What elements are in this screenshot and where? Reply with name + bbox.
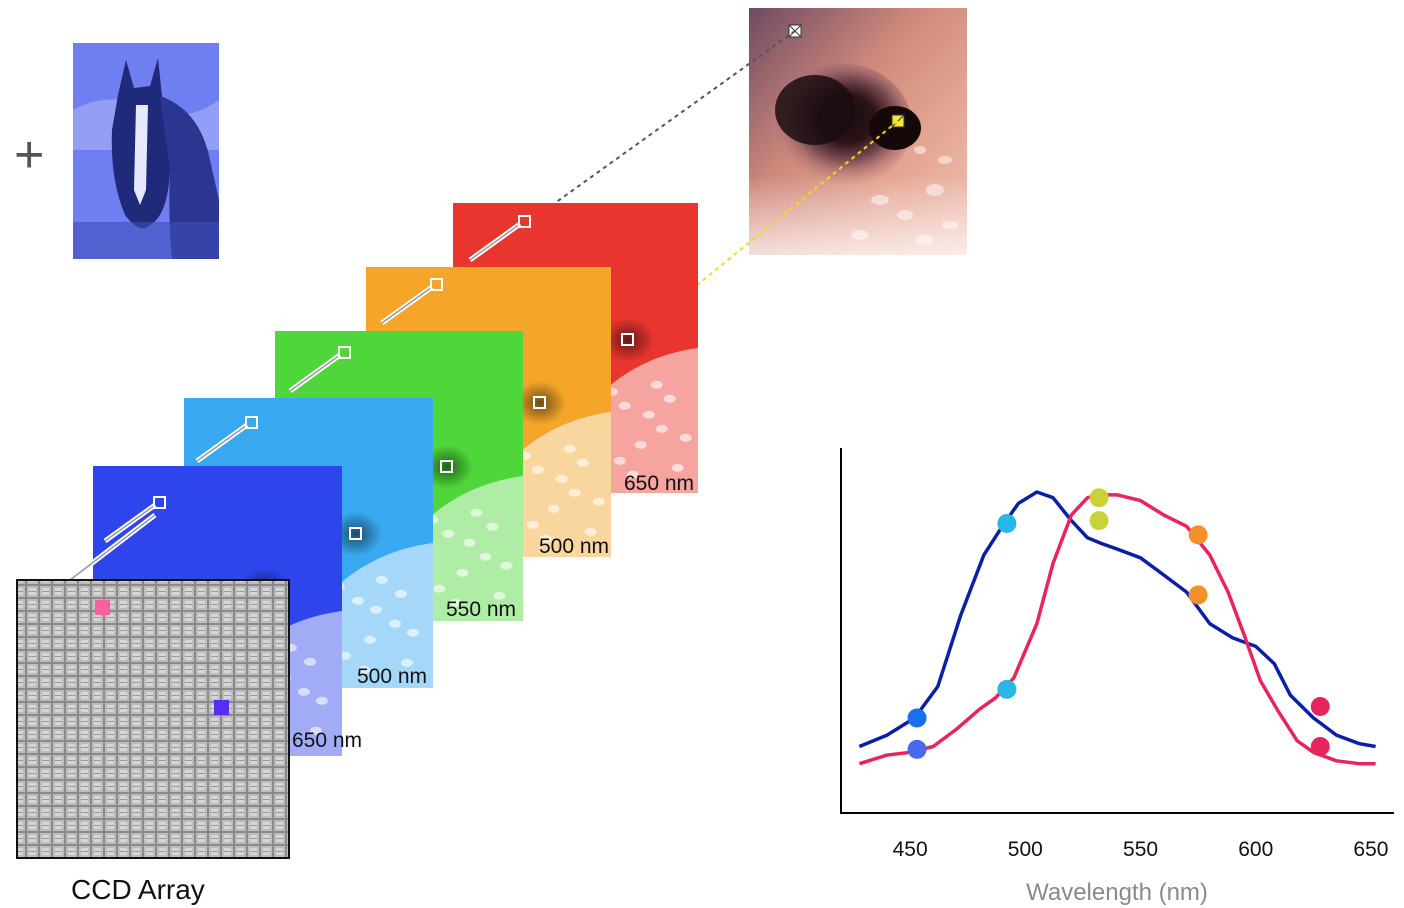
x-tick-label: 650 <box>1353 838 1388 861</box>
chart-marker <box>997 679 1017 699</box>
pixel-marker-icon <box>245 416 258 429</box>
chart-marker <box>1089 511 1109 531</box>
pixel-marker-icon <box>533 396 546 409</box>
chart-marker <box>1188 525 1208 545</box>
spectrum-chart: 450 500 550 600 650 Wavelength (nm) <box>840 448 1394 906</box>
pixel-marker-icon <box>153 496 166 509</box>
dashed-connector-gray <box>554 30 796 204</box>
skin-lesion-image <box>749 8 967 255</box>
plus-icon: + <box>14 126 44 184</box>
x-tick-label: 550 <box>1123 838 1158 861</box>
chart-marker <box>1310 697 1330 716</box>
ccd-pixel-violet <box>214 700 229 715</box>
chart-marker <box>1310 737 1330 757</box>
chart-marker <box>1089 488 1109 508</box>
series-line <box>858 493 1376 766</box>
x-tick-label: 450 <box>893 838 928 861</box>
ccd-array-label: CCD Array <box>71 874 205 905</box>
horse-thumbnail <box>73 43 219 259</box>
series-line <box>858 490 1376 749</box>
pixel-marker-icon <box>430 278 443 291</box>
ccd-pixel-pink <box>95 600 110 615</box>
pixel-marker-icon <box>440 460 453 473</box>
pixel-marker-icon <box>621 333 634 346</box>
ccd-array <box>16 579 290 859</box>
pixel-marker-icon <box>518 215 531 228</box>
chart-marker <box>997 513 1017 533</box>
pixel-marker-icon <box>349 527 362 540</box>
wavelength-label: 500 nm <box>539 535 609 558</box>
chart-marker <box>907 708 927 728</box>
wavelength-label: 650 nm <box>292 729 362 752</box>
pixel-marker-icon <box>338 346 351 359</box>
wavelength-label: 550 nm <box>446 598 516 621</box>
x-tick-label: 600 <box>1238 838 1273 861</box>
wavelength-label: 500 nm <box>357 665 427 688</box>
chart-marker <box>1188 585 1208 605</box>
wavelength-label: 650 nm <box>624 472 694 495</box>
x-tick-label: 500 <box>1008 838 1043 861</box>
chart-marker <box>907 739 927 759</box>
x-axis-label: Wavelength (nm) <box>1026 879 1208 906</box>
